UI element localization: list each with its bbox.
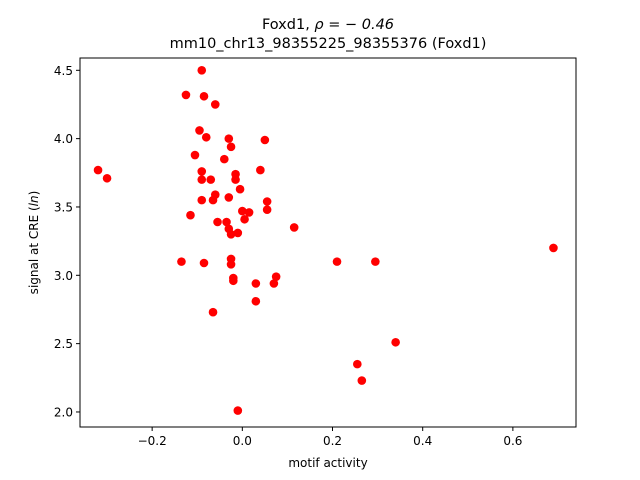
- data-point: [208, 307, 218, 317]
- data-point: [197, 66, 207, 75]
- x-tick-label: 0.0: [233, 434, 252, 448]
- data-point: [197, 167, 207, 176]
- data-point: [269, 279, 279, 288]
- y-tick-label: 2.5: [54, 337, 73, 351]
- data-point: [195, 126, 204, 135]
- data-point: [371, 257, 380, 266]
- data-point: [190, 150, 200, 160]
- data-point: [251, 279, 261, 288]
- y-axis-label-prefix: signal at CRE (: [27, 206, 41, 294]
- data-point: [93, 165, 103, 175]
- data-point: [240, 214, 249, 224]
- data-point: [260, 135, 270, 145]
- data-point: [353, 359, 362, 369]
- data-point: [224, 134, 234, 143]
- data-point: [210, 190, 220, 199]
- data-point: [199, 258, 209, 268]
- data-point: [233, 406, 243, 415]
- plot-frame: [79, 57, 577, 428]
- data-point: [226, 230, 236, 239]
- x-axis: −0.2 0.0 0.2 0.4 0.6: [138, 427, 522, 448]
- data-point: [181, 90, 191, 100]
- data-point: [231, 175, 240, 184]
- data-point: [210, 100, 220, 109]
- y-tick-label: 2.0: [54, 405, 73, 419]
- y-axis-label-suffix: ): [27, 191, 41, 196]
- data-point: [357, 376, 367, 385]
- data-point: [199, 91, 209, 101]
- x-axis-label: motif activity: [288, 456, 367, 470]
- y-tick-label: 3.0: [54, 269, 73, 283]
- title-rho: ρ = − 0.46: [314, 17, 394, 33]
- data-point: [197, 175, 207, 184]
- data-point: [262, 205, 272, 214]
- data-point: [229, 276, 238, 286]
- data-point: [222, 217, 231, 227]
- y-tick-label: 3.5: [54, 200, 73, 214]
- data-point: [235, 184, 245, 194]
- data-point: [213, 217, 222, 227]
- y-tick-label: 4.5: [54, 64, 73, 78]
- data-point: [226, 142, 236, 152]
- data-point: [251, 296, 261, 306]
- data-point: [549, 243, 558, 253]
- y-axis-label: signal at CRE (ln): [27, 191, 41, 295]
- data-point: [102, 173, 112, 183]
- data-point: [224, 193, 234, 202]
- chart-title-line2: mm10_chr13_98355225_98355376 (Foxd1): [170, 36, 487, 52]
- y-axis-label-ln: ln: [27, 195, 41, 206]
- data-point: [219, 154, 229, 164]
- chart-title-line1: Foxd1, ρ = − 0.46: [262, 17, 394, 33]
- data-point: [197, 195, 207, 205]
- data-point: [391, 337, 400, 347]
- data-point: [201, 132, 211, 142]
- data-point: [332, 257, 342, 266]
- data-point: [289, 223, 299, 232]
- data-point: [271, 272, 281, 281]
- data-point: [186, 210, 195, 220]
- data-point: [256, 165, 265, 175]
- x-tick-label: 0.2: [323, 434, 342, 448]
- x-tick-label: 0.6: [503, 434, 522, 448]
- data-point: [177, 257, 186, 266]
- x-tick-label: −0.2: [138, 434, 167, 448]
- data-point: [244, 208, 254, 217]
- points-layer: [93, 66, 558, 415]
- y-axis: 2.0 2.5 3.0 3.5 4.0 4.5: [54, 64, 80, 419]
- data-point: [262, 197, 272, 206]
- y-tick-label: 4.0: [54, 132, 73, 146]
- data-point: [233, 228, 243, 238]
- data-point: [226, 260, 236, 269]
- x-tick-label: 0.4: [413, 434, 432, 448]
- title-gene: Foxd1,: [262, 17, 314, 33]
- data-point: [206, 175, 216, 184]
- data-point: [238, 206, 247, 216]
